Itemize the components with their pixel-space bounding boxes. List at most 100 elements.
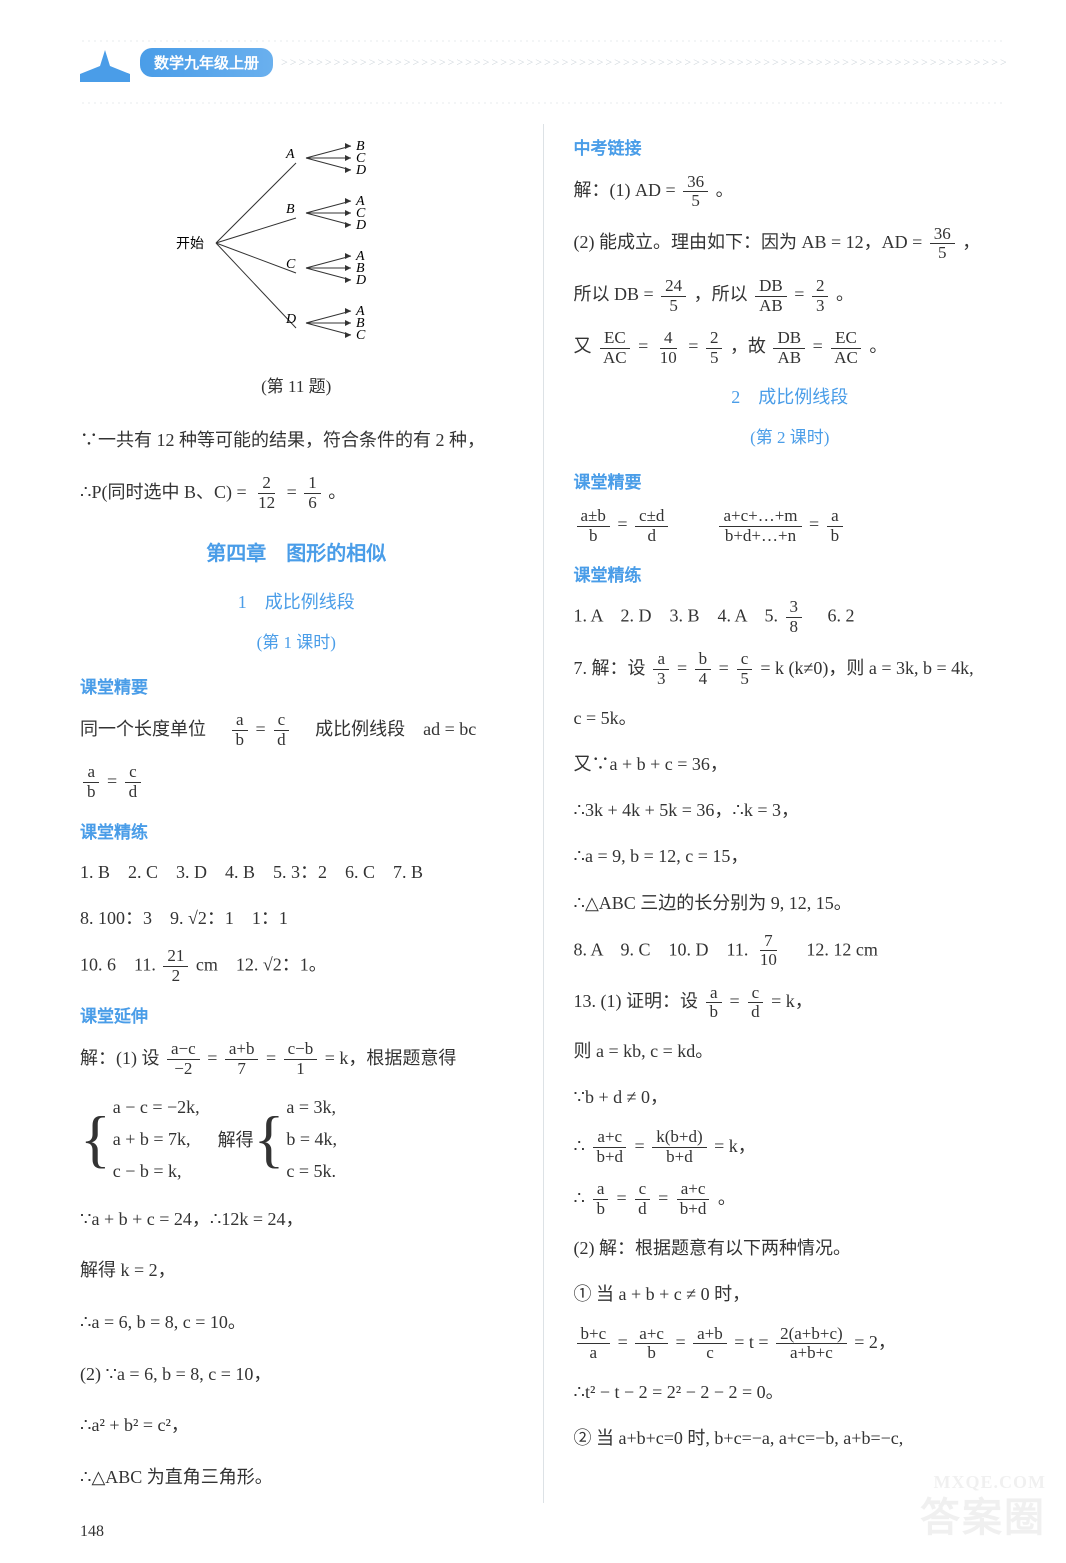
section-heading: 1 成比例线段 — [80, 588, 513, 614]
text-line: 8. 100：3 9. √2：1 1：1 — [80, 901, 513, 935]
right-column: 中考链接 解：(1) AD = 365 。 (2) 能成立。理由如下：因为 AB… — [574, 124, 1007, 1503]
text-line: 13. (1) 证明：设 ab = cd = k， — [574, 982, 1007, 1022]
header-title: 数学九年级上册 — [140, 48, 273, 77]
fraction: DBAB — [755, 277, 787, 315]
fraction: 365 — [683, 173, 708, 211]
text-line: 10. 6 11. 212 cm 12. √2：1。 — [80, 947, 513, 985]
text-line: ① 当 a + b + c ≠ 0 时， — [574, 1277, 1007, 1311]
svg-text:D: D — [355, 163, 366, 178]
fraction: 410 — [656, 329, 681, 367]
tree-diagram: 开始 A B C D BCD — [80, 128, 513, 358]
text: 。 — [328, 482, 346, 502]
chapter-heading: 第四章 图形的相似 — [80, 537, 513, 566]
session-heading: (第 1 课时) — [80, 628, 513, 653]
brace-content: a = 3k, b = 4k, c = 5k. — [286, 1091, 337, 1188]
text: ∴P(同时选中 B、C) = — [80, 482, 251, 502]
text-line: 解：(1) 设 a−c−2 = a+b7 = c−b1 = k，根据题意得 — [80, 1039, 513, 1079]
text: 成比例线段 ad = bc — [297, 719, 476, 739]
text-line: ∵b + d ≠ 0， — [574, 1080, 1007, 1114]
fraction: ECAC — [599, 329, 631, 367]
text-line: (2) 解：根据题意有以下两种情况。 — [574, 1231, 1007, 1265]
fraction: a+c+…+mb+d+…+n — [719, 507, 801, 545]
fraction: k(b+d)b+d — [652, 1128, 706, 1166]
text-line: 同一个长度单位 ab = cd 成比例线段 ad = bc — [80, 710, 513, 750]
page-header: 数学九年级上册 >>>>>>>>>>>>>>>>>>>>>>>>>>>>>>>>… — [80, 42, 1006, 82]
book-icon — [80, 42, 130, 82]
fraction: b+ca — [577, 1325, 611, 1363]
svg-text:D: D — [355, 218, 366, 233]
fraction: a3 — [653, 650, 670, 688]
text-line: 解：(1) AD = 365 。 — [574, 171, 1007, 211]
fraction: c±dd — [635, 507, 668, 545]
text: = — [287, 482, 302, 502]
fraction: a+cb+d — [676, 1180, 711, 1218]
section-heading: 2 成比例线段 — [574, 383, 1007, 409]
text-line: b+ca = a+cb = a+bc = t = 2(a+b+c)a+b+c =… — [574, 1323, 1007, 1363]
bottom-dotline — [80, 102, 1006, 104]
fraction: 212 — [163, 947, 188, 985]
svg-text:开始: 开始 — [176, 236, 204, 252]
text-line: ② 当 a+b+c=0 时, b+c=−a, a+c=−b, a+b=−c, — [574, 1421, 1007, 1455]
svg-text:C: C — [356, 328, 366, 343]
text-line: (2) 能成立。理由如下：因为 AB = 12，AD = 365 ， — [574, 223, 1007, 263]
text-line: c = 5k。 — [574, 701, 1007, 735]
section-label: 课堂精要 — [574, 468, 1007, 493]
text-line: ∴P(同时选中 B、C) = 212 = 16 。 — [80, 473, 513, 513]
section-label: 课堂精要 — [80, 673, 513, 698]
session-heading: (第 2 课时) — [574, 423, 1007, 448]
fraction: 23 — [812, 277, 829, 315]
text-line: 又 ECAC = 410 = 25 ，故 DBAB = ECAC 。 — [574, 327, 1007, 367]
text-line: 8. A 9. C 10. D 11. 710 12. 12 cm — [574, 932, 1007, 970]
text-line: ∴3k + 4k + 5k = 36，∴k = 3， — [574, 793, 1007, 827]
svg-text:B: B — [286, 202, 295, 217]
fraction: 38 — [786, 598, 803, 636]
svg-text:D: D — [355, 273, 366, 288]
text-line: 所以 DB = 245 ，所以 DBAB = 23 。 — [574, 275, 1007, 315]
text-line: 1. A 2. D 3. B 4. A 5. 38 6. 2 — [574, 598, 1007, 636]
fraction: cd — [747, 984, 764, 1022]
brace-content: a − c = −2k, a + b = 7k, c − b = k, — [113, 1091, 200, 1188]
text: = — [107, 771, 122, 791]
fraction: 710 — [756, 932, 781, 970]
fraction: a−c−2 — [167, 1040, 200, 1078]
text-line: 7. 解：设 a3 = b4 = c5 = k (k≠0)，则 a = 3k, … — [574, 649, 1007, 689]
fraction: ab — [592, 1180, 609, 1218]
figure-caption: (第 11 题) — [80, 372, 513, 397]
fraction: cd — [634, 1180, 651, 1218]
text-line: ∵a + b + c = 24，∴12k = 24， — [80, 1200, 513, 1240]
fraction: ab — [83, 763, 100, 801]
brace-system: { a − c = −2k, a + b = 7k, c − b = k, 解得… — [80, 1091, 513, 1188]
svg-text:C: C — [286, 257, 296, 272]
fraction: a+bc — [693, 1325, 727, 1363]
fraction: a+cb+d — [592, 1128, 627, 1166]
text-line: ∴ ab = cd = a+cb+d 。 — [574, 1179, 1007, 1219]
svg-text:D: D — [285, 312, 296, 327]
section-label: 中考链接 — [574, 134, 1007, 159]
fraction: cd — [125, 763, 142, 801]
fraction: 212 — [254, 474, 279, 512]
text-line: 1. B 2. C 3. D 4. B 5. 3：2 6. C 7. B — [80, 855, 513, 889]
text-line: ∴t² − t − 2 = 2² − 2 − 2 = 0。 — [574, 1375, 1007, 1409]
page-root: 数学九年级上册 >>>>>>>>>>>>>>>>>>>>>>>>>>>>>>>>… — [0, 0, 1066, 1563]
fraction: ab — [232, 711, 249, 749]
left-brace-icon: { — [80, 1107, 111, 1171]
fraction: a+cb — [635, 1325, 668, 1363]
fraction: 245 — [661, 277, 686, 315]
content-columns: 开始 A B C D BCD — [80, 124, 1006, 1503]
text-line: ab = cd — [80, 762, 513, 802]
fraction: 2(a+b+c)a+b+c — [776, 1325, 847, 1363]
text-line: 解得 k = 2， — [80, 1251, 513, 1291]
fraction: a+b7 — [225, 1040, 259, 1078]
text-line: ∴△ABC 为直角三角形。 — [80, 1458, 513, 1498]
fraction: cd — [273, 711, 290, 749]
fraction: 25 — [706, 329, 723, 367]
text-line: ∴△ABC 三边的长分别为 9, 12, 15。 — [574, 886, 1007, 920]
text-line: ∴a = 6, b = 8, c = 10。 — [80, 1303, 513, 1343]
text-line: ∴ a+cb+d = k(b+d)b+d = k， — [574, 1127, 1007, 1167]
text-line: ∵一共有 12 种等可能的结果，符合条件的有 2 种， — [80, 421, 513, 461]
fraction: ab — [827, 507, 844, 545]
text-line: 则 a = kb, c = kd。 — [574, 1034, 1007, 1068]
fraction: c−b1 — [284, 1040, 318, 1078]
section-label: 课堂精练 — [80, 818, 513, 843]
text-line: 又∵a + b + c = 36， — [574, 747, 1007, 781]
